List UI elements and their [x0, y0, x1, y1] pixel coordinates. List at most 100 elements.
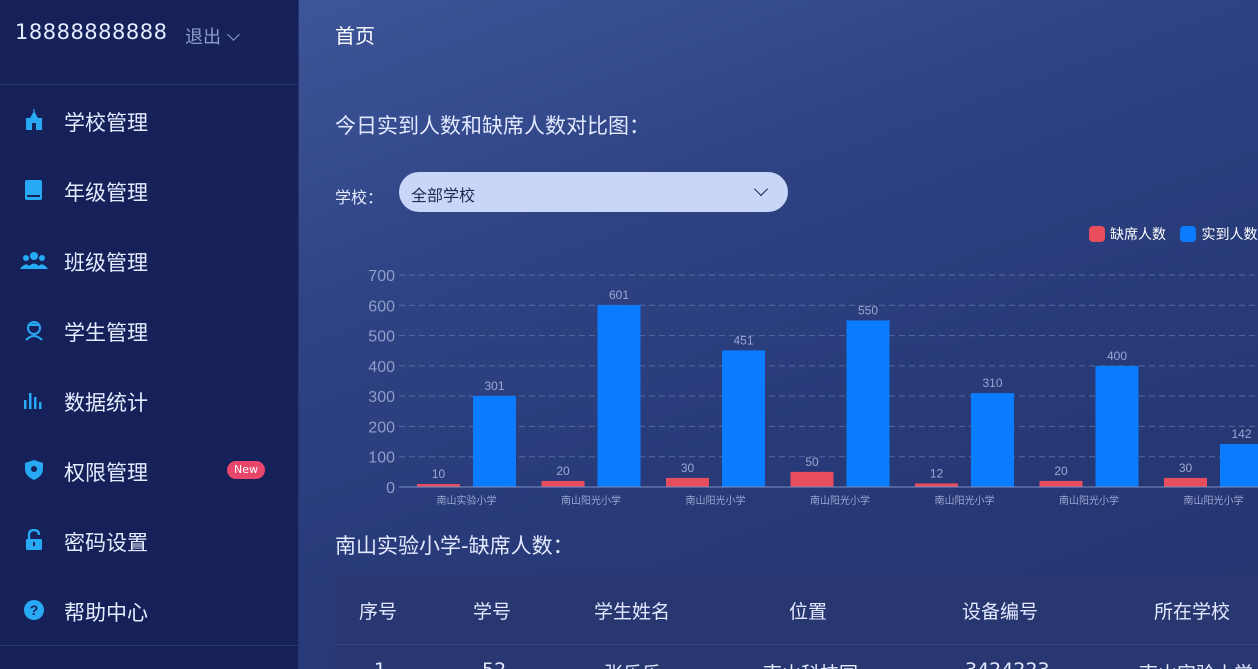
data-label-absent: 20 [556, 464, 570, 478]
table-cell: 3424223 [965, 659, 1050, 669]
bar-present[interactable] [722, 350, 765, 487]
data-label-present: 550 [858, 303, 878, 317]
sidebar-divider [0, 645, 298, 646]
sidebar-item-label: 帮助中心 [64, 601, 148, 625]
legend-item-absent[interactable]: 缺席人数 [1089, 226, 1166, 243]
table-cell: 南山科技园 [763, 659, 858, 669]
data-label-present: 451 [733, 333, 753, 347]
school-select[interactable]: 全部学校 [399, 172, 788, 212]
y-tick-label: 300 [368, 389, 395, 406]
x-tick-label: 南山阳光小学 [1184, 494, 1244, 507]
user-phone: 18888888888 [15, 20, 168, 44]
student-icon [25, 321, 43, 341]
data-label-absent: 10 [432, 467, 446, 481]
bar-present[interactable] [597, 304, 641, 487]
attendance-bar-chart: 0 100 200 300 400 500 600 700 10 301 南山实验小学 20 601 南山… [368, 268, 1258, 507]
bar-absent[interactable] [790, 471, 834, 487]
sidebar-item-label: 学校管理 [64, 111, 148, 135]
bar-absent[interactable] [915, 483, 958, 487]
help-icon: ? [24, 600, 44, 620]
sidebar-item-label: 权限管理 [64, 461, 148, 485]
sidebar-item-label: 年级管理 [64, 181, 148, 205]
column-header: 学号 [473, 601, 512, 623]
logout-label: 退出 [185, 27, 221, 48]
logout-dropdown[interactable]: 退出 [185, 23, 240, 49]
sidebar-item-permission[interactable]: 权限管理 New [0, 435, 298, 505]
table-cell: 1 [374, 659, 386, 669]
y-tick-label: 700 [368, 268, 395, 285]
legend-label: 缺席人数 [1110, 227, 1166, 243]
sidebar-item-student[interactable]: 学生管理 [0, 295, 298, 365]
main-content: 首页 今日实到人数和缺席人数对比图： 学校： 全部学校 缺席人数 实到人数 0 1… [299, 0, 1258, 669]
table-cell: 张乐乐 [604, 659, 661, 669]
new-badge: New [227, 461, 265, 479]
table-cell: 52 [482, 659, 506, 669]
data-label-present: 601 [609, 288, 629, 302]
data-label-absent: 50 [805, 455, 819, 469]
chart-legend: 缺席人数 实到人数 [1089, 224, 1258, 244]
bar-absent[interactable] [1164, 477, 1207, 487]
group-icon [20, 252, 48, 269]
book-icon [25, 180, 42, 200]
sidebar-item-help[interactable]: ? 帮助中心 [0, 575, 298, 645]
bar-absent[interactable] [541, 480, 585, 487]
sidebar-nav: 学校管理 年级管理 班级管理 [0, 85, 298, 645]
sidebar: 18888888888 退出 学校管理 年级管理 [0, 0, 299, 669]
x-tick-label: 南山阳光小学 [686, 494, 746, 507]
svg-text:?: ? [30, 602, 39, 618]
column-header: 位置 [789, 601, 828, 623]
sidebar-item-grade[interactable]: 年级管理 [0, 155, 298, 225]
absent-table-title: 南山实验小学-缺席人数： [335, 534, 574, 558]
bar-absent[interactable] [666, 477, 709, 487]
data-label-present: 400 [1107, 349, 1127, 363]
school-filter-label: 学校： [335, 188, 384, 207]
table-cell: 南山实验小学 [1139, 659, 1253, 669]
x-tick-label: 南山阳光小学 [1059, 494, 1119, 507]
data-label-absent: 30 [681, 461, 695, 475]
y-tick-label: 100 [368, 450, 395, 467]
bar-chart-icon [24, 393, 42, 409]
bar-present[interactable] [846, 320, 890, 487]
data-label-absent: 30 [1179, 461, 1193, 475]
legend-swatch-absent [1089, 226, 1105, 242]
data-label-present: 301 [484, 379, 504, 393]
sidebar-item-password[interactable]: 密码设置 [0, 505, 298, 575]
sidebar-item-statistics[interactable]: 数据统计 [0, 365, 298, 435]
bar-present[interactable] [971, 393, 1014, 487]
sidebar-item-school[interactable]: 学校管理 [0, 85, 298, 155]
column-header: 序号 [359, 601, 398, 623]
school-icon [26, 109, 42, 130]
sidebar-item-label: 学生管理 [64, 321, 148, 345]
chart-section-title: 今日实到人数和缺席人数对比图： [335, 114, 650, 138]
bar-present[interactable] [473, 395, 516, 487]
x-tick-label: 南山实验小学 [437, 494, 497, 507]
top-bar: 首页 [299, 0, 1258, 70]
data-label-present: 142 [1231, 427, 1251, 441]
table-header: 序号 学号 学生姓名 位置 设备编号 所在学校 [335, 575, 1258, 645]
legend-item-present[interactable]: 实到人数 [1180, 226, 1258, 243]
legend-label: 实到人数 [1201, 227, 1258, 243]
x-tick-label: 南山阳光小学 [935, 494, 995, 507]
page-title: 首页 [335, 24, 375, 48]
legend-swatch-present [1180, 226, 1197, 242]
x-tick-label: 南山阳光小学 [561, 494, 621, 507]
x-tick-label: 南山阳光小学 [810, 494, 870, 507]
bar-present[interactable] [1220, 443, 1258, 487]
data-label-absent: 20 [1054, 464, 1068, 478]
lock-icon [26, 529, 42, 550]
sidebar-item-label: 班级管理 [64, 251, 148, 275]
bar-absent[interactable] [417, 483, 460, 487]
bar-present[interactable] [1095, 365, 1139, 487]
sidebar-item-class[interactable]: 班级管理 [0, 225, 298, 295]
data-label-present: 310 [982, 376, 1002, 390]
y-tick-label: 400 [368, 359, 395, 376]
chevron-down-icon [227, 28, 240, 41]
absent-table: 序号 学号 学生姓名 位置 设备编号 所在学校 1 52 张乐乐 南山科技园 3… [335, 575, 1258, 669]
bar-absent[interactable] [1039, 480, 1083, 487]
data-label-absent: 12 [930, 466, 944, 480]
y-tick-label: 500 [368, 329, 395, 346]
y-tick-label: 200 [368, 419, 395, 436]
school-select-value: 全部学校 [411, 186, 476, 205]
sidebar-item-label: 数据统计 [64, 391, 148, 415]
y-tick-label: 600 [368, 298, 395, 315]
